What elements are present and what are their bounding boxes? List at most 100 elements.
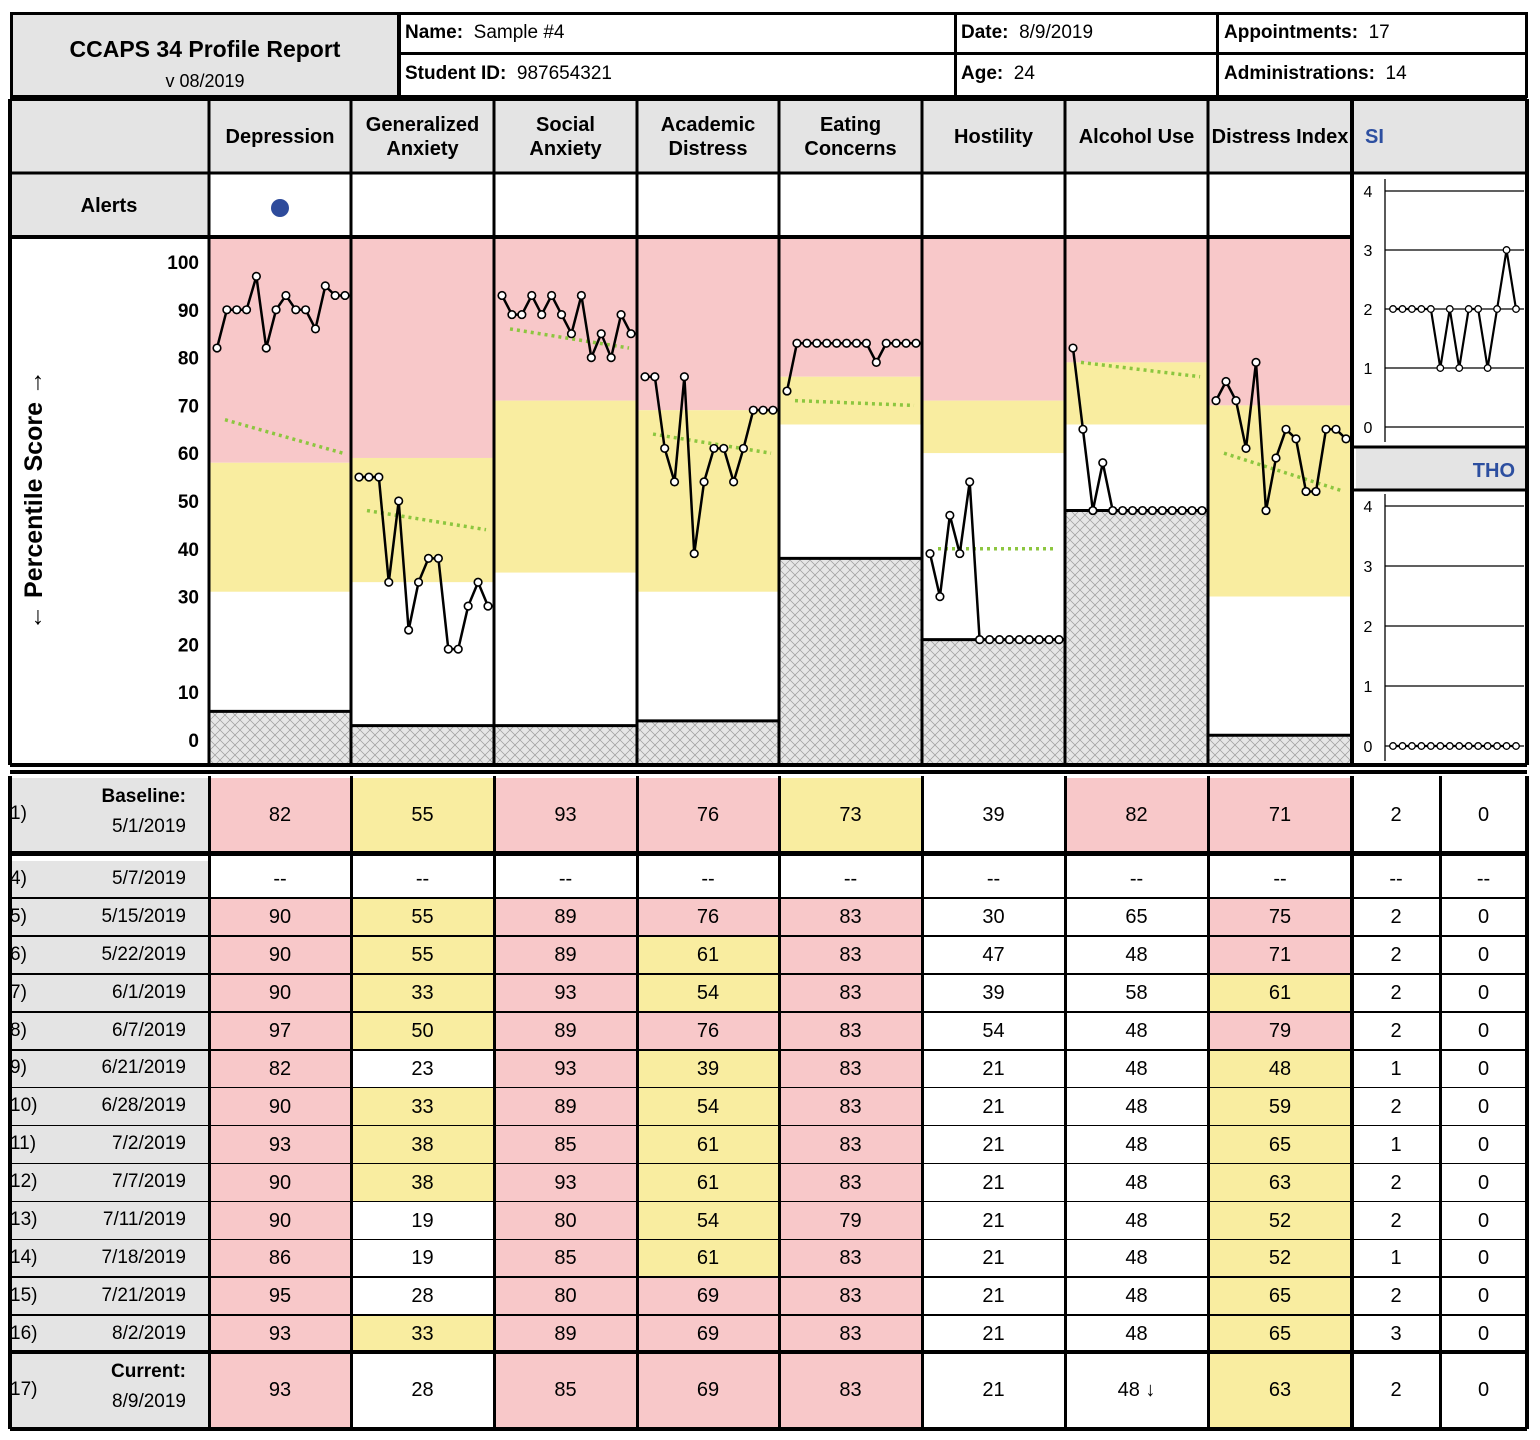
data-point-2-5: [547, 290, 557, 301]
tho-point-0: [1389, 742, 1397, 750]
row-number: 6): [10, 943, 27, 965]
band-floor-2: [494, 725, 637, 765]
table-cell: 69: [637, 1277, 779, 1316]
data-point-2-3: [527, 290, 537, 301]
table-cell: --: [922, 861, 1065, 899]
row-date: 7/11/2019: [102, 1209, 186, 1231]
table-row-rule: [10, 1200, 1527, 1204]
table-cell: 90: [209, 898, 351, 937]
header-divider-v1: [954, 12, 957, 98]
table-cell: 2: [1352, 1012, 1440, 1051]
tho-panel-bg: [1356, 490, 1526, 765]
trend-line-1: [366, 508, 487, 532]
series-line-7: [1214, 362, 1347, 511]
data-point-6-12: [1187, 505, 1197, 516]
table-cell: 82: [209, 778, 351, 852]
table-cell: 61: [637, 1126, 779, 1165]
table-cell: 59: [1208, 1088, 1352, 1127]
table-cell: 21: [922, 1315, 1065, 1354]
data-point-0-10: [310, 324, 321, 334]
table-row-rule: [10, 1314, 1527, 1318]
data-point-6-13: [1197, 505, 1207, 516]
data-point-3-5: [689, 548, 699, 559]
tho-point-2: [1407, 742, 1416, 750]
data-point-3-9: [729, 477, 739, 487]
table-row-label-11: [10, 1240, 209, 1278]
age-value: 24: [1013, 63, 1035, 84]
y-tick-label-3: 30: [178, 588, 199, 609]
report-version: v 08/2019: [165, 71, 245, 91]
table-cell: 80: [494, 1202, 637, 1240]
table-cell: 69: [637, 1315, 779, 1354]
si-point-13: [1512, 305, 1520, 313]
row-date: 5/1/2019: [112, 816, 186, 837]
header-divider-v2: [1216, 12, 1219, 98]
scale-header-0-line-0: Depression: [226, 126, 335, 148]
si-point-2: [1407, 305, 1416, 313]
table-cell: 39: [922, 974, 1065, 1013]
data-point-6-5: [1118, 505, 1128, 516]
data-point-2-0: [497, 290, 507, 301]
table-cell: 33: [351, 974, 494, 1013]
table-cell: 65: [1065, 898, 1208, 937]
table-cell: 93: [494, 1164, 637, 1203]
data-point-1-9: [443, 644, 453, 654]
row-number: 9): [10, 1057, 27, 1079]
row-number: 8): [10, 1019, 27, 1041]
table-row-rule: [10, 973, 1527, 977]
row-number: 10): [10, 1095, 38, 1117]
table-cell: 21: [922, 1050, 1065, 1089]
tho-point-4: [1426, 742, 1435, 750]
si-tick-2: 2: [1364, 302, 1373, 319]
data-point-3-6: [699, 477, 709, 487]
si-point-9: [1474, 305, 1483, 313]
table-cell: 83: [779, 936, 922, 975]
table-cell: 90: [209, 1088, 351, 1127]
data-point-6-1: [1078, 424, 1088, 434]
table-col-rule-9: [1350, 776, 1354, 1429]
data-point-1-1: [364, 472, 374, 482]
table-cell: 83: [779, 1164, 922, 1203]
data-point-5-8: [1004, 635, 1014, 645]
tho-point-11: [1493, 742, 1502, 750]
table-row-rule: [10, 1124, 1527, 1128]
data-point-5-4: [965, 477, 975, 487]
data-point-7-8: [1291, 434, 1301, 444]
row-number: 11): [10, 1133, 37, 1155]
data-point-7-3: [1241, 443, 1251, 454]
tho-point-5: [1436, 742, 1445, 750]
band-pink-0: [209, 237, 351, 463]
table-cell: --: [1440, 861, 1527, 899]
table-cell: 2: [1352, 1088, 1440, 1127]
si-point-11: [1493, 305, 1502, 313]
tho-point-9: [1474, 742, 1483, 750]
table-cell: 83: [779, 1088, 922, 1127]
table-cell: 83: [779, 1277, 922, 1316]
table-col-rule-10: [1438, 776, 1442, 1429]
table-row-rule: [10, 1011, 1527, 1015]
table-row-rule: [10, 1426, 1527, 1430]
band-white-4: [779, 424, 922, 559]
data-point-6-4: [1108, 505, 1118, 516]
table-cell: 65: [1208, 1277, 1352, 1316]
table-row-rule: [10, 935, 1527, 939]
data-point-4-1: [792, 338, 802, 348]
name-label: Name:: [405, 22, 464, 43]
table-cell: 71: [1208, 936, 1352, 975]
table-cell: 61: [637, 1164, 779, 1203]
table-cell: 2: [1352, 898, 1440, 937]
data-point-5-7: [994, 635, 1005, 645]
data-point-0-5: [261, 343, 271, 353]
table-cell: 2: [1352, 974, 1440, 1013]
data-point-5-6: [984, 635, 995, 645]
student-id-field: Student ID: 987654321: [405, 63, 612, 85]
data-point-1-10: [453, 644, 463, 654]
data-point-2-12: [616, 309, 626, 320]
data-point-3-0: [640, 372, 650, 382]
data-point-2-7: [566, 329, 577, 339]
table-cell: 55: [351, 778, 494, 852]
data-point-3-10: [738, 443, 749, 454]
table-cell: 21: [922, 1088, 1065, 1127]
data-point-1-13: [483, 601, 493, 611]
table-cell: 89: [494, 936, 637, 975]
